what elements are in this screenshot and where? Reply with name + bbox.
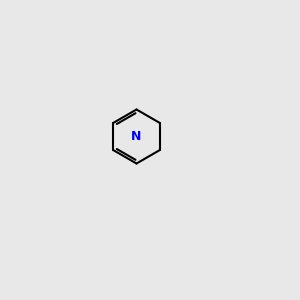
Text: N: N [131, 130, 142, 143]
